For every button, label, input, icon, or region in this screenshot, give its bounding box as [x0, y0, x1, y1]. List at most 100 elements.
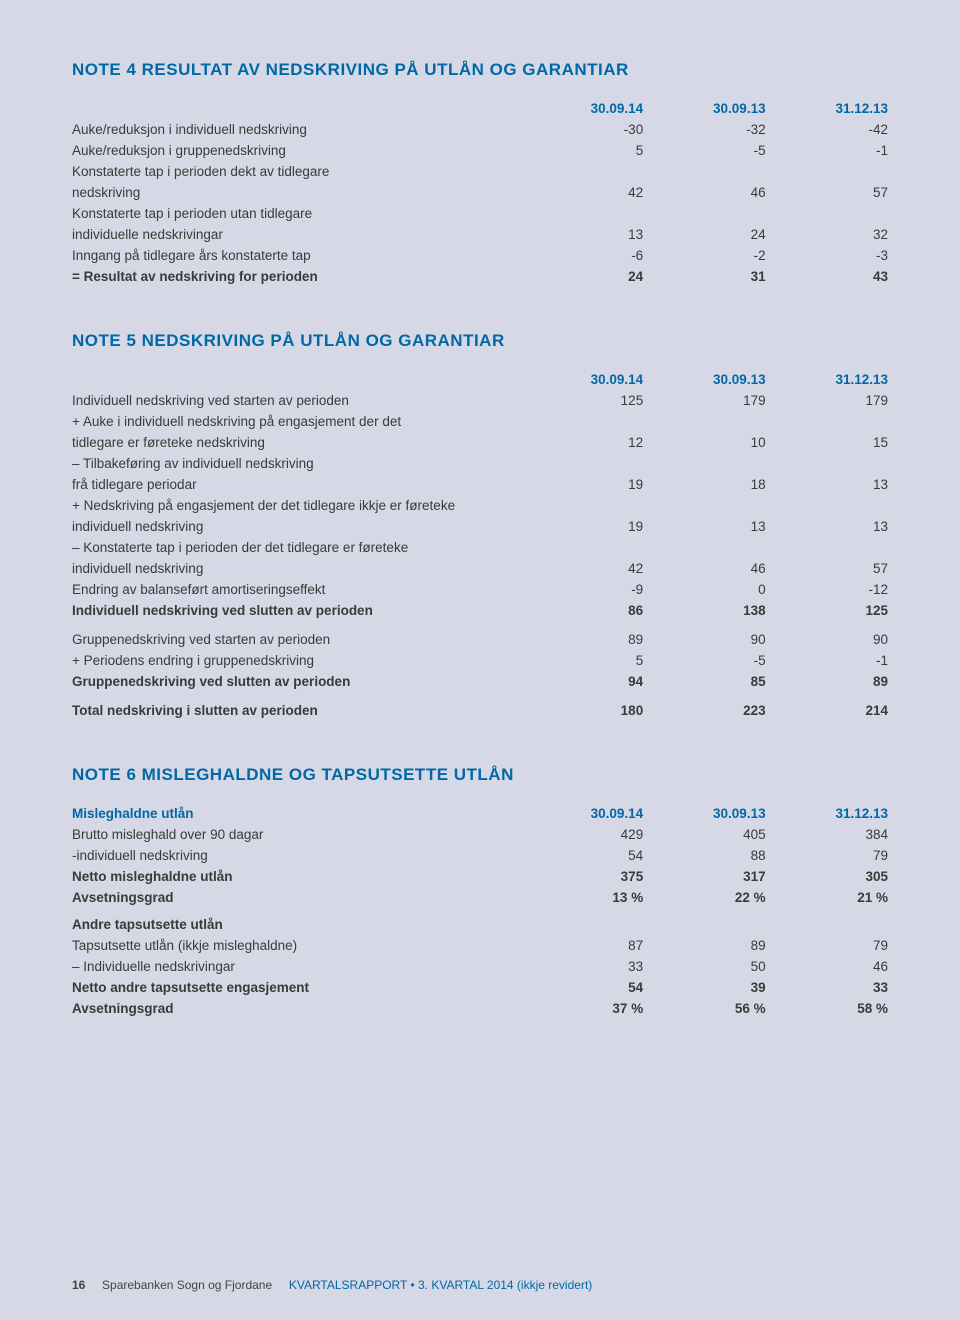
row-label: Brutto misleghald over 90 dagar — [72, 824, 521, 845]
row-value: 179 — [766, 390, 888, 411]
row-value — [521, 411, 643, 432]
row-value: 12 — [521, 432, 643, 453]
row-label: nedskriving — [72, 182, 521, 203]
row-label: Total nedskriving i slutten av perioden — [72, 700, 521, 721]
row-value — [521, 453, 643, 474]
row-value — [643, 203, 765, 224]
row-value: 58 % — [766, 998, 888, 1019]
row-value — [521, 495, 643, 516]
row-value: 138 — [643, 600, 765, 621]
table-row: Endring av balanseført amortiseringseffe… — [72, 579, 888, 600]
row-value: 13 — [766, 474, 888, 495]
row-value: 54 — [521, 977, 643, 998]
table-row: Netto misleghaldne utlån375317305 — [72, 866, 888, 887]
row-value: 5 — [521, 650, 643, 671]
row-value: 405 — [643, 824, 765, 845]
row-label: – Tilbakeføring av individuell nedskrivi… — [72, 453, 521, 474]
note5-table: 30.09.14 30.09.13 31.12.13 Individuell n… — [72, 369, 888, 721]
row-label: Tapsutsette utlån (ikkje misleghaldne) — [72, 935, 521, 956]
note5-title: NOTE 5 NEDSKRIVING PÅ UTLÅN OG GARANTIAR — [72, 331, 888, 351]
row-value: 46 — [643, 182, 765, 203]
row-value: 86 — [521, 600, 643, 621]
col-header: 30.09.14 — [521, 369, 643, 390]
table-row: Avsetningsgrad37 %56 %58 % — [72, 998, 888, 1019]
note4-table: 30.09.14 30.09.13 31.12.13 Auke/reduksjo… — [72, 98, 888, 287]
table-row: Tapsutsette utlån (ikkje misleghaldne)87… — [72, 935, 888, 956]
row-value: 15 — [766, 432, 888, 453]
note4-section: NOTE 4 RESULTAT AV NEDSKRIVING PÅ UTLÅN … — [72, 60, 888, 287]
row-value: 24 — [643, 224, 765, 245]
row-value: -42 — [766, 119, 888, 140]
table-row: + Nedskriving på engasjement der det tid… — [72, 495, 888, 516]
page-number: 16 — [72, 1278, 85, 1292]
row-value: 31 — [643, 266, 765, 287]
row-value: 125 — [766, 600, 888, 621]
row-value: 42 — [521, 558, 643, 579]
row-value: 22 % — [643, 887, 765, 908]
row-label: Endring av balanseført amortiseringseffe… — [72, 579, 521, 600]
row-label: frå tidlegare periodar — [72, 474, 521, 495]
row-value: 13 — [766, 516, 888, 537]
row-value: 223 — [643, 700, 765, 721]
row-value: -6 — [521, 245, 643, 266]
row-label: Netto andre tapsutsette engasjement — [72, 977, 521, 998]
row-label: Gruppenedskriving ved starten av periode… — [72, 629, 521, 650]
row-value — [766, 495, 888, 516]
col-header: 31.12.13 — [766, 98, 888, 119]
row-value: 429 — [521, 824, 643, 845]
col-header: 31.12.13 — [766, 369, 888, 390]
row-value: 90 — [766, 629, 888, 650]
row-label: Avsetningsgrad — [72, 887, 521, 908]
row-value: 13 — [521, 224, 643, 245]
row-value: 214 — [766, 700, 888, 721]
table-row: Auke/reduksjon i gruppenedskriving5-5-1 — [72, 140, 888, 161]
row-value — [643, 411, 765, 432]
col-header: 31.12.13 — [766, 803, 888, 824]
table-row: Individuell nedskriving ved slutten av p… — [72, 600, 888, 621]
row-value — [521, 161, 643, 182]
row-value: 13 — [643, 516, 765, 537]
row-value: 0 — [643, 579, 765, 600]
row-value: 5 — [521, 140, 643, 161]
col-header: 30.09.14 — [521, 803, 643, 824]
note6-section: NOTE 6 MISLEGHALDNE OG TAPSUTSETTE UTLÅN… — [72, 765, 888, 1019]
row-value — [521, 203, 643, 224]
row-label: Individuell nedskriving ved slutten av p… — [72, 600, 521, 621]
row-label: – Individuelle nedskrivingar — [72, 956, 521, 977]
row-value — [643, 453, 765, 474]
row-value: 19 — [521, 516, 643, 537]
row-value — [766, 203, 888, 224]
row-value: 85 — [643, 671, 765, 692]
table-row: Total nedskriving i slutten av perioden1… — [72, 700, 888, 721]
row-value: 42 — [521, 182, 643, 203]
row-value: 13 % — [521, 887, 643, 908]
row-label: + Auke i individuell nedskriving på enga… — [72, 411, 521, 432]
row-label: Avsetningsgrad — [72, 998, 521, 1019]
row-value: 180 — [521, 700, 643, 721]
table-row: individuelle nedskrivingar132432 — [72, 224, 888, 245]
row-value: 46 — [766, 956, 888, 977]
table-row: Avsetningsgrad13 %22 %21 % — [72, 887, 888, 908]
row-label: tidlegare er føreteke nedskriving — [72, 432, 521, 453]
note5-section: NOTE 5 NEDSKRIVING PÅ UTLÅN OG GARANTIAR… — [72, 331, 888, 721]
row-value — [766, 161, 888, 182]
row-value: 79 — [766, 845, 888, 866]
row-value: -5 — [643, 650, 765, 671]
table-row: Netto andre tapsutsette engasjement54393… — [72, 977, 888, 998]
table-row: -individuell nedskriving548879 — [72, 845, 888, 866]
page-footer: 16 Sparebanken Sogn og Fjordane KVARTALS… — [72, 1278, 592, 1292]
row-value: -2 — [643, 245, 765, 266]
row-label: Inngang på tidlegare års konstaterte tap — [72, 245, 521, 266]
row-value — [643, 537, 765, 558]
col-header: 30.09.13 — [643, 98, 765, 119]
row-label: – Konstaterte tap i perioden der det tid… — [72, 537, 521, 558]
row-value: 125 — [521, 390, 643, 411]
row-value: 39 — [643, 977, 765, 998]
row-value: 37 % — [521, 998, 643, 1019]
table-row: Auke/reduksjon i individuell nedskriving… — [72, 119, 888, 140]
footer-brand: Sparebanken Sogn og Fjordane — [102, 1278, 272, 1292]
row-value: -9 — [521, 579, 643, 600]
row-label: = Resultat av nedskriving for perioden — [72, 266, 521, 287]
col-header: 30.09.14 — [521, 98, 643, 119]
table-row: tidlegare er føreteke nedskriving121015 — [72, 432, 888, 453]
